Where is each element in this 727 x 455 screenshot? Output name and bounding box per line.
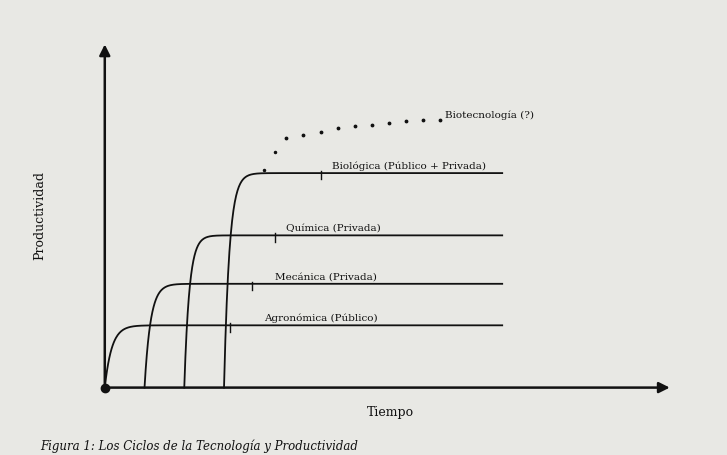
Text: Tiempo: Tiempo [366,404,414,418]
Text: Biológica (Público + Privada): Biológica (Público + Privada) [332,161,486,170]
Text: Química (Privada): Química (Privada) [286,223,381,233]
Text: Mecánica (Privada): Mecánica (Privada) [275,272,377,281]
Text: Agronómica (Público): Agronómica (Público) [264,313,377,322]
Text: Productividad: Productividad [33,171,47,259]
Text: Figura 1: Los Ciclos de la Tecnología y Productividad: Figura 1: Los Ciclos de la Tecnología y … [40,439,358,452]
Text: Biotecnología (?): Biotecnología (?) [446,111,534,120]
